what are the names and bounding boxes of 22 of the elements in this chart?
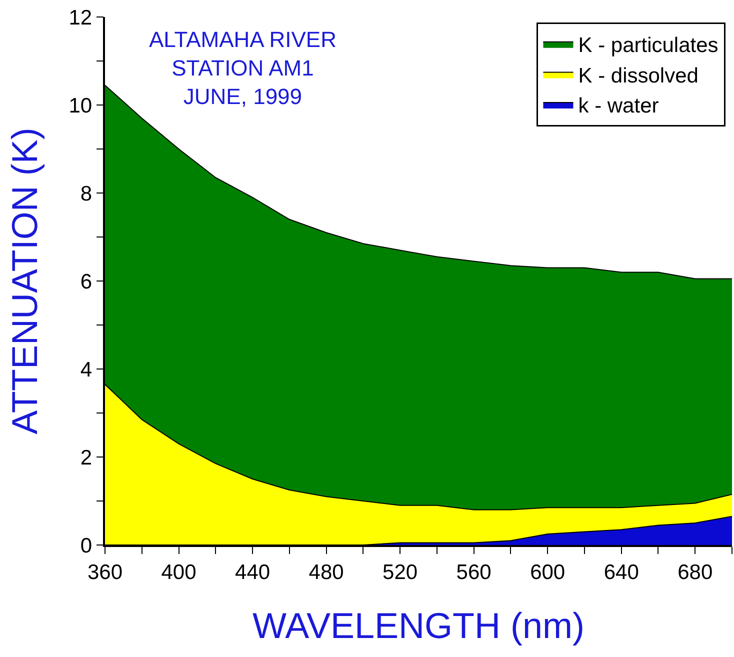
y-axis-title: ATTENUATION (K) [4,128,46,434]
y-tick-label: 10 [68,94,92,118]
x-tick-label: 400 [161,560,196,584]
x-tick-label: 680 [678,560,713,584]
x-axis-title: WAVELENGTH (nm) [252,605,585,646]
text: ALTAMAHA RIVER STATION AM1 JUNE, 1999 [149,27,336,110]
x-tick-label: 440 [235,560,270,584]
y-tick-label: 6 [80,270,92,294]
y-tick-label: 0 [80,534,92,558]
y-tick-label: 4 [80,358,92,382]
x-tick-label: 600 [530,560,566,584]
legend-label: K - particulates [578,34,718,58]
y-tick-label: 2 [80,446,92,470]
legend-label: k - water [578,94,659,118]
y-tick-label: 12 [68,6,92,30]
x-tick-label: 360 [87,560,123,584]
x-tick-label: 560 [456,560,492,584]
x-tick-label: 480 [308,560,344,584]
legend-label: K - dissolved [578,64,698,88]
x-tick-label: 640 [604,560,639,584]
y-tick-label: 8 [80,182,92,206]
x-tick-label: 520 [382,560,418,584]
